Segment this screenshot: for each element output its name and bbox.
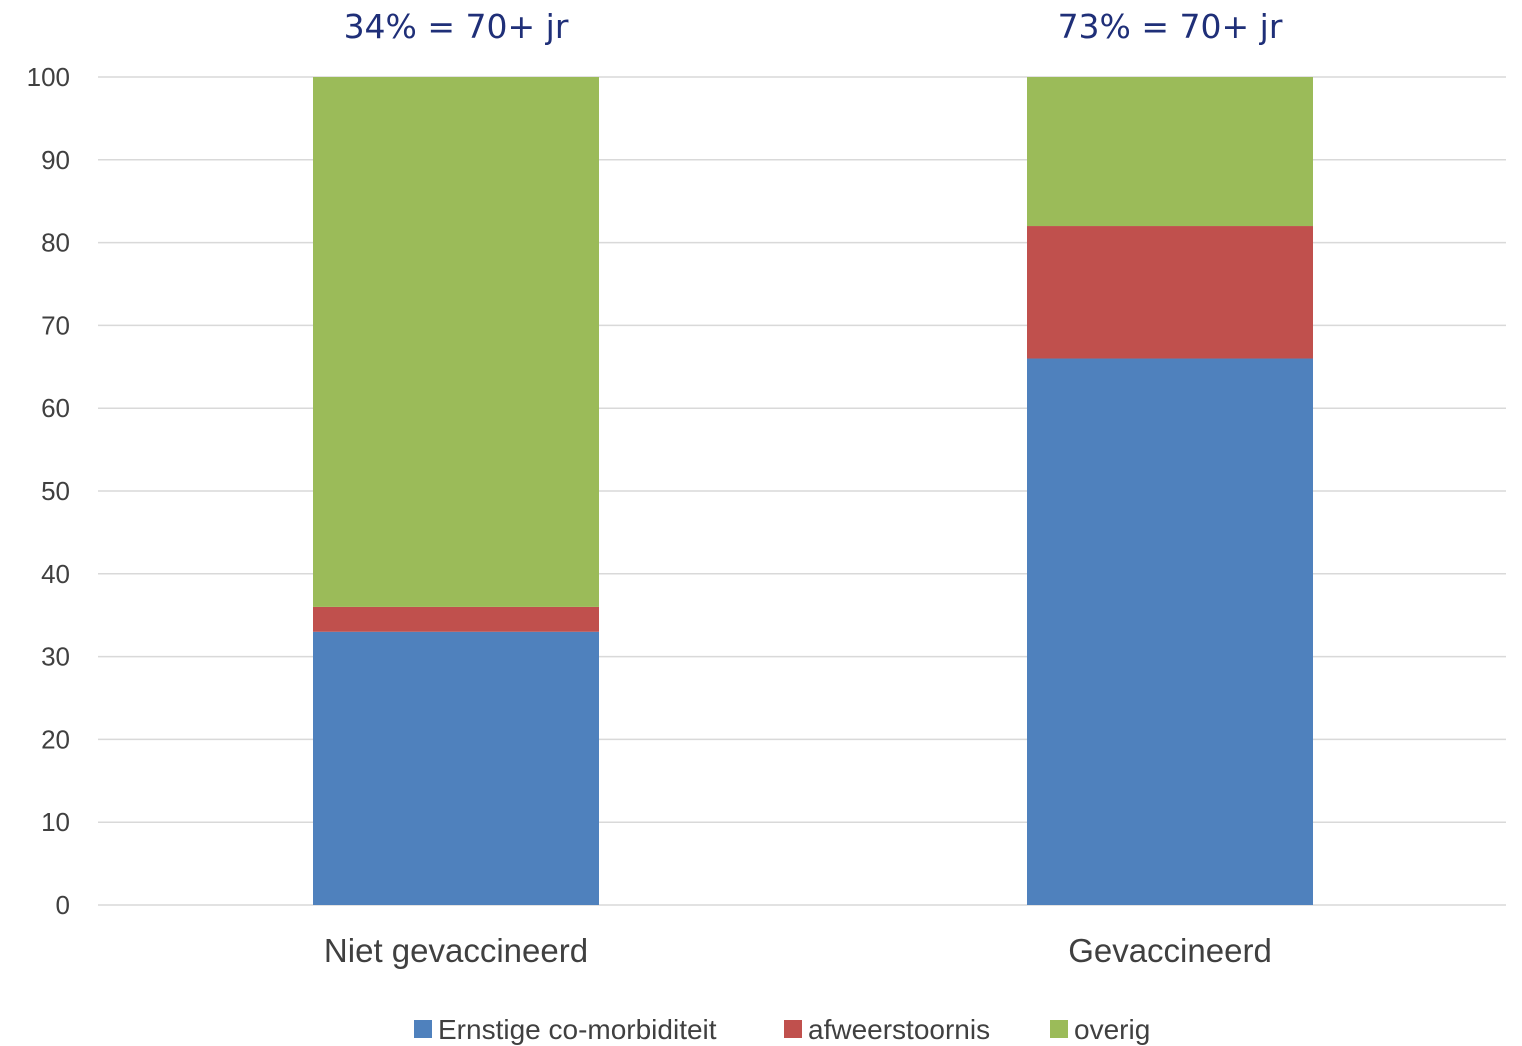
axis-layer: 0 10 20 30 40 50 60 70 80 90 100 Niet gevaccineerd 3…: [27, 7, 1283, 969]
y-tick-label-30: 30: [41, 642, 70, 672]
y-tick-label-80: 80: [41, 228, 70, 258]
legend-label-3: overig: [1074, 1014, 1150, 1045]
x-tick-label-1: Niet gevaccineerd: [324, 932, 588, 969]
y-tick-label-70: 70: [41, 310, 70, 340]
bar-segment-1-2: [313, 606, 599, 632]
y-tick-label-40: 40: [41, 559, 70, 589]
legend-label-1: Ernstige co-morbiditeit: [438, 1014, 717, 1045]
y-tick-label-100: 100: [27, 62, 70, 92]
y-tick-label-90: 90: [41, 145, 70, 175]
y-tick-label-50: 50: [41, 476, 70, 506]
y-tick-label-20: 20: [41, 724, 70, 754]
legend-swatch-3: [1050, 1020, 1068, 1038]
y-tick-label-10: 10: [41, 807, 70, 837]
legend-swatch-1: [414, 1020, 432, 1038]
bar-annotation-2: 73% = 70+ jr: [1058, 7, 1283, 46]
legend-label-2: afweerstoornis: [808, 1014, 990, 1045]
y-tick-label-60: 60: [41, 393, 70, 423]
bar-segment-1-3: [313, 77, 599, 607]
bars-layer: [313, 77, 1313, 905]
legend-swatch-2: [784, 1020, 802, 1038]
y-tick-label-0: 0: [56, 890, 70, 920]
legend: Ernstige co-morbiditeit afweerstoornis ove…: [414, 1014, 1150, 1045]
bar-segment-2-2: [1027, 226, 1313, 359]
bar-segment-2-1: [1027, 358, 1313, 905]
bar-segment-1-1: [313, 631, 599, 905]
x-tick-label-2: Gevaccineerd: [1068, 932, 1272, 969]
bar-annotation-1: 34% = 70+ jr: [344, 7, 569, 46]
bar-segment-2-3: [1027, 77, 1313, 227]
